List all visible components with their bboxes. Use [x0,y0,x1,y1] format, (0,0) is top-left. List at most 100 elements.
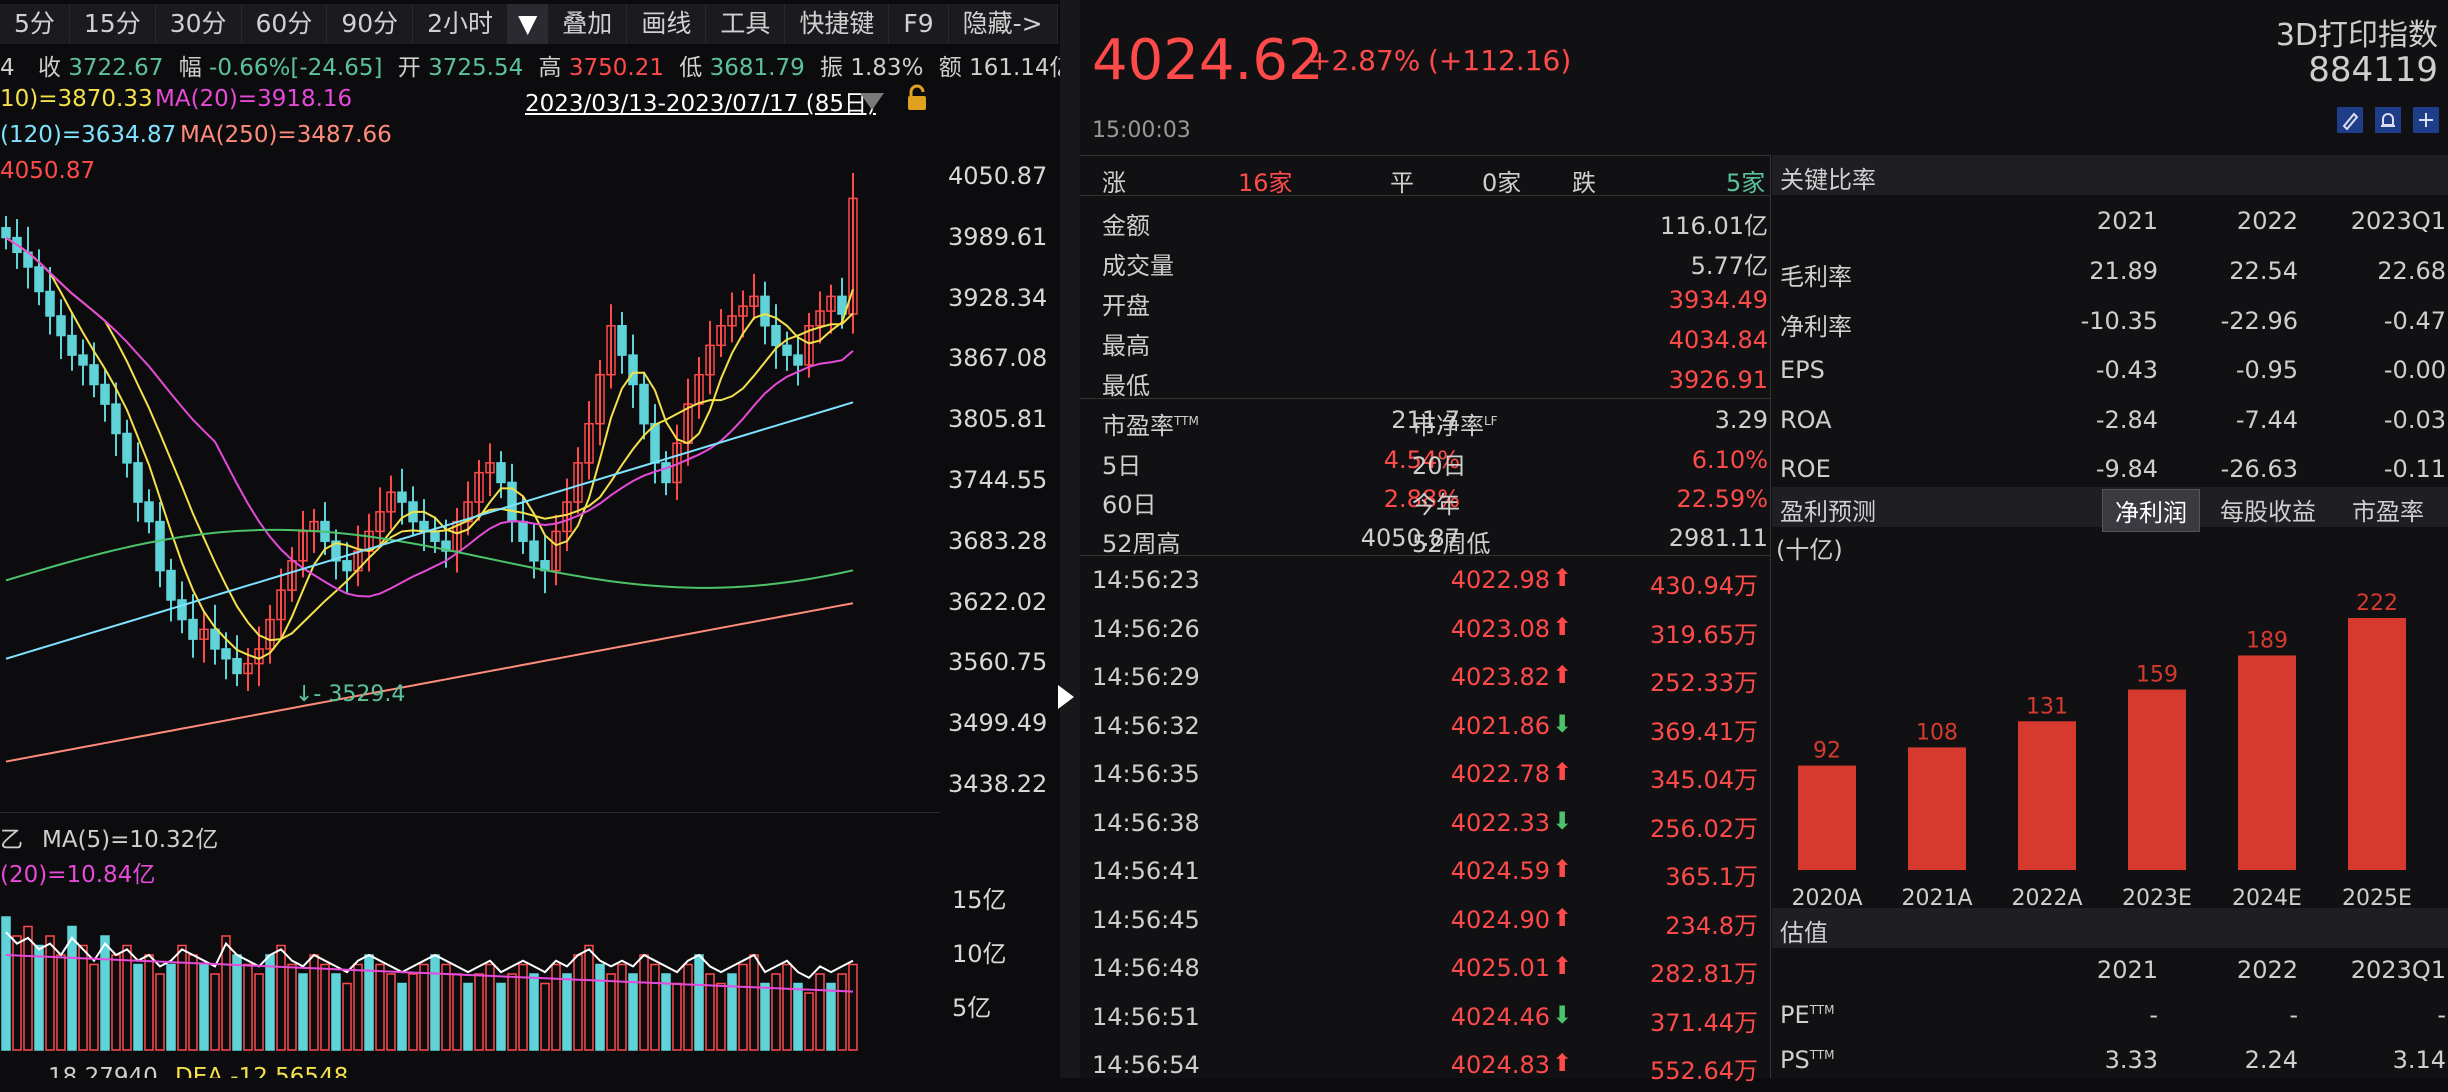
candle-body [474,471,484,503]
arrow-down-icon: ⬇ [1552,709,1573,738]
forecast-category: 2021A [1901,886,1972,910]
alert-bell-icon[interactable] [2374,106,2402,134]
high-marker: 4050.87 [0,158,96,184]
price-axis-label: 3438.22 [948,770,1048,798]
flat-label: 平 [1390,169,1414,197]
return-value: 6.10% [1691,446,1768,474]
stat-label: 金额 [1102,212,1150,240]
kline-panel[interactable]: 5分 15分 30分 60分 90分 2小时 ▼ 叠加 画线 工具 快捷键 F9… [0,0,1060,1078]
forecast-header: 盈利预测 净利润 每股收益 市盈率 [1772,487,2448,532]
volume-bar [826,982,836,1051]
return-value: 4050.87 [1360,524,1460,552]
period-30min[interactable]: 30分 [155,4,242,44]
candle-body [1,227,11,239]
tick-row[interactable]: 14:56:26 4023.08 ⬆ 319.65万 [1080,607,1770,656]
range-dropdown-icon[interactable] [858,90,886,112]
stat-row: 成交量 5.77亿 [1080,240,1770,280]
candlestick-chart[interactable] [0,150,940,810]
period-90min[interactable]: 90分 [327,4,414,44]
tick-row[interactable]: 14:56:35 4022.78 ⬆ 345.04万 [1080,752,1770,801]
pb-value: 3.29 [1714,406,1768,434]
return-label: 今年 [1412,491,1460,519]
low-value: 3681.79 [709,55,805,81]
panel-splitter[interactable] [1060,0,1080,1078]
price-axis-label: 3683.28 [948,526,1048,555]
ratio-header-row: 2021 2022 2023Q1 [1772,195,2448,245]
low-marker: ↓- 3529.4 [295,682,406,707]
tick-row[interactable]: 14:56:45 4024.90 ⬆ 234.8万 [1080,898,1770,947]
tick-price: 4023.08 [1450,614,1550,643]
high-label: 高 [538,55,562,81]
ratio-row: 毛利率 21.89 22.54 22.68 [1772,245,2448,295]
ratio-value: -2.84 [2095,405,2158,434]
low-marker-value: 3529.4 [328,682,406,707]
estimate-value: - [2149,1001,2158,1029]
ma20-line [5,236,854,598]
volume-bar [210,973,220,1051]
volume-bar [485,963,495,1051]
forecast-bar [1798,765,1856,870]
candle-body [199,628,209,640]
overlay-button[interactable]: 叠加 [548,4,628,44]
candle-body [782,344,792,356]
forecast-bar-value: 159 [2136,663,2178,688]
tick-price: 4024.83 [1450,1051,1550,1079]
candle-body [617,325,627,356]
volume-bar [67,925,77,1051]
f9-button[interactable]: F9 [889,4,949,44]
tick-row[interactable]: 14:56:23 4022.98 ⬆ 430.94万 [1080,558,1770,607]
tick-row[interactable]: 14:56:48 4025.01 ⬆ 282.81万 [1080,946,1770,995]
tools-button[interactable]: 工具 [706,4,786,44]
ratio-year: 2022 [2236,207,2298,235]
candle-body [177,599,187,621]
volume-bar [595,963,605,1051]
tick-row[interactable]: 14:56:54 4024.83 ⬆ 552.64万 [1080,1043,1770,1092]
expand-arrow-icon[interactable] [1055,682,1077,712]
tick-row[interactable]: 14:56:38 4022.33 ⬇ 256.02万 [1080,801,1770,850]
volume-bar [111,954,121,1051]
volume-bar [441,963,451,1051]
tab-eps[interactable]: 每股收益 [2220,498,2316,526]
volume-bar [661,973,671,1051]
volume-bar [837,973,847,1051]
volume-bar [749,954,759,1051]
tick-list[interactable]: 14:56:23 4022.98 ⬆ 430.94万 14:56:26 4023.08 ⬆ 3… [1080,558,1770,1092]
tick-row[interactable]: 14:56:32 4021.86 ⬇ 369.41万 [1080,704,1770,753]
volume-chart[interactable] [0,880,880,1060]
tick-row[interactable]: 14:56:51 4024.46 ⬇ 371.44万 [1080,995,1770,1044]
period-dropdown-icon[interactable]: ▼ [508,4,549,44]
date-range-selector[interactable]: 2023/03/13-2023/07/17 (85日) [525,91,876,117]
hide-button[interactable]: 隐藏-> [948,4,1058,44]
tab-pe[interactable]: 市盈率 [2352,498,2424,526]
estimate-title: 估值 [1780,919,1828,947]
tick-price: 4023.82 [1450,663,1550,691]
edit-icon[interactable] [2336,106,2364,134]
tick-row[interactable]: 14:56:29 4023.82 ⬆ 252.33万 [1080,655,1770,704]
candle-body [529,540,539,562]
tab-net-profit[interactable]: 净利润 [2102,489,2200,532]
tick-time: 14:56:26 [1092,614,1200,643]
add-icon[interactable] [2412,106,2440,134]
tick-row[interactable]: 14:56:41 4024.59 ⬆ 365.1万 [1080,849,1770,898]
volume-bar [23,925,33,1051]
shortcuts-button[interactable]: 快捷键 [785,4,890,44]
candle-body [496,462,506,484]
lock-icon[interactable] [905,84,929,112]
period-2hour[interactable]: 2小时 [413,4,509,44]
period-60min[interactable]: 60分 [241,4,328,44]
period-15min[interactable]: 15分 [69,4,156,44]
ratio-row: 净利率 -10.35 -22.96 -0.47 [1772,295,2448,345]
tick-amount: 371.44万 [1650,1008,1758,1037]
arrow-up-icon: ⬆ [1552,564,1573,592]
volume-bar [232,954,242,1051]
pb-label-text: 市净率 [1412,412,1484,440]
candle-body [562,501,572,533]
period-5min[interactable]: 5分 [0,4,70,44]
draw-line-button[interactable]: 画线 [627,4,707,44]
volume-bar [342,982,352,1051]
candle-body [639,383,649,425]
arrow-up-icon: ⬆ [1552,612,1573,641]
ratio-value: -9.84 [2095,455,2158,483]
ratio-value: -0.95 [2235,356,2298,384]
ma120-legend: (120)=3634.87 [0,122,177,148]
